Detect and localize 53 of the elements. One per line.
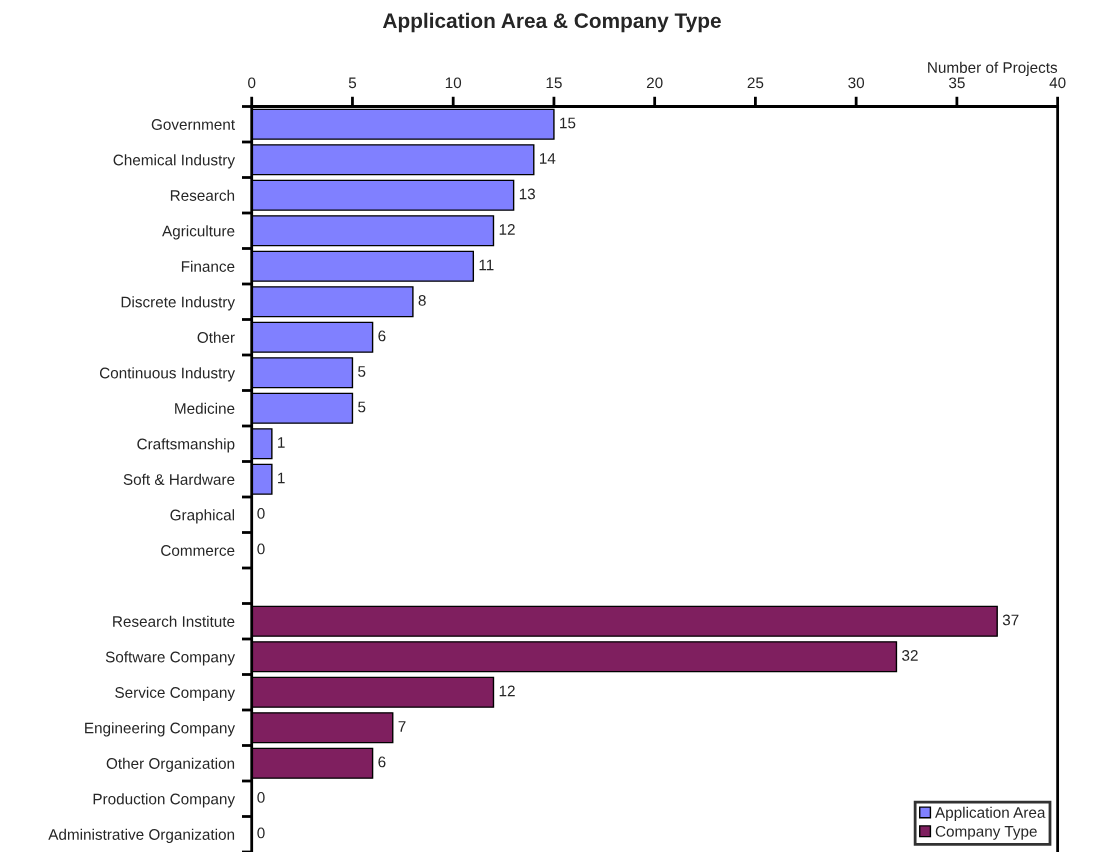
y-tick-label: Soft & Hardware <box>123 473 235 485</box>
legend-label: Company Type <box>935 825 1037 840</box>
data-label: 1 <box>278 437 285 448</box>
data-label: 6 <box>378 756 386 768</box>
y-tick-label: Research Institute <box>113 615 235 627</box>
y-tick-label: Service Company <box>115 686 236 701</box>
y-tick-label: Finance <box>181 260 235 272</box>
y-tick-label: Graphical <box>170 509 235 524</box>
y-tick-label: Craftsmanship <box>137 438 235 453</box>
data-label: 6 <box>378 330 386 342</box>
data-label: 11 <box>479 259 494 271</box>
data-label: 0 <box>257 827 265 839</box>
x-tick-label: 15 <box>546 77 562 89</box>
y-tick-label: Production Company <box>93 793 236 808</box>
y-tick-label: Engineering Company <box>85 722 236 737</box>
legend-label: Application Area <box>935 806 1046 821</box>
data-label: 13 <box>519 188 535 200</box>
data-label: 5 <box>358 366 366 377</box>
y-tick-label: Administrative Organization <box>48 828 235 843</box>
data-label: 14 <box>539 153 556 164</box>
y-tick-label: Government <box>151 119 235 130</box>
y-tick-label: Software Company <box>105 651 236 666</box>
y-tick-label: Commerce <box>161 545 235 556</box>
data-label: 12 <box>499 224 515 235</box>
y-tick-label: Medicine <box>175 402 235 414</box>
data-label: 12 <box>499 685 515 697</box>
data-label: 7 <box>398 721 406 732</box>
chart-title: Application Area & Company Type <box>382 12 721 33</box>
x-axis-title: Number of Projects <box>928 61 1058 76</box>
y-tick-label: Chemical Industry <box>113 154 236 169</box>
y-tick-label: Other Organization <box>106 757 235 772</box>
data-label: 5 <box>358 401 366 413</box>
data-label: 8 <box>418 295 426 306</box>
y-tick-label: Discrete Industry <box>121 296 236 311</box>
x-tick-label: 0 <box>248 77 256 89</box>
y-tick-label: Research <box>170 189 235 201</box>
data-label: 15 <box>560 117 576 129</box>
y-tick-label: Other <box>197 331 235 343</box>
x-tick-label: 30 <box>848 77 865 89</box>
x-tick-label: 10 <box>445 77 462 89</box>
x-tick-label: 25 <box>747 77 764 89</box>
y-tick-label: Agriculture <box>162 225 235 240</box>
x-tick-label: 5 <box>348 77 357 89</box>
data-label: 0 <box>257 543 265 555</box>
data-label: 1 <box>278 472 285 484</box>
data-label: 32 <box>902 650 918 661</box>
data-label: 0 <box>257 792 265 803</box>
x-tick-label: 40 <box>1049 77 1066 89</box>
x-tick-label: 35 <box>948 77 965 89</box>
y-tick-label: Continuous Industry <box>99 367 236 382</box>
data-label: 37 <box>1002 614 1019 626</box>
data-label: 0 <box>257 508 265 519</box>
x-tick-label: 20 <box>646 77 663 89</box>
